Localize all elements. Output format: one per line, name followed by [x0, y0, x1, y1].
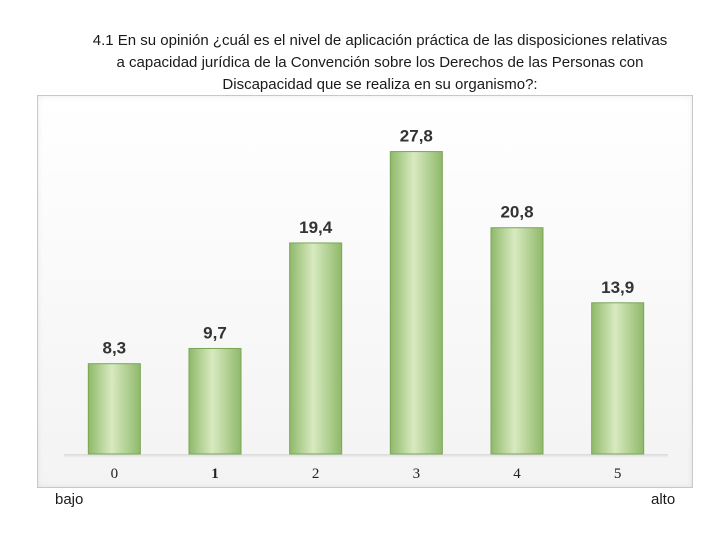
x-tick-label-2: 2	[312, 466, 320, 482]
scale-low-label: bajo	[55, 491, 84, 508]
value-label-5: 13,9	[601, 278, 634, 297]
value-label-3: 27,8	[400, 127, 433, 146]
chart-title: 4.1 En su opinión ¿cuál es el nivel de a…	[40, 30, 720, 96]
title-line-1: 4.1 En su opinión ¿cuál es el nivel de a…	[92, 32, 668, 49]
scale-high-label: alto	[651, 491, 676, 508]
bar-5	[591, 302, 645, 455]
value-label-0: 8,3	[103, 339, 127, 358]
value-label-4: 20,8	[500, 203, 533, 222]
x-tick-label-4: 4	[513, 466, 521, 482]
value-label-1: 9,7	[203, 323, 227, 342]
bar-2	[289, 242, 343, 455]
x-tick-label-5: 5	[614, 466, 622, 482]
bar-chart: 8,3 0 9,7 1 19,4 2 27,8 3 20,8 4 13,9 5	[64, 127, 668, 482]
bar-0	[87, 363, 141, 455]
chart-area: 8,3 0 9,7 1 19,4 2 27,8 3 20,8 4 13,9 5	[37, 95, 693, 488]
x-tick-label-1: 1	[211, 466, 219, 482]
value-label-2: 19,4	[299, 218, 333, 237]
bar-3	[389, 151, 443, 455]
x-axis-floor	[64, 454, 668, 458]
title-line-2: a capacidad jurídica de la Convención so…	[116, 54, 644, 71]
bar-4	[490, 227, 544, 455]
x-tick-label-3: 3	[413, 466, 421, 482]
x-tick-label-0: 0	[111, 466, 119, 482]
bar-1	[188, 347, 242, 455]
title-line-3: Discapacidad que se realiza en su organi…	[222, 76, 538, 93]
